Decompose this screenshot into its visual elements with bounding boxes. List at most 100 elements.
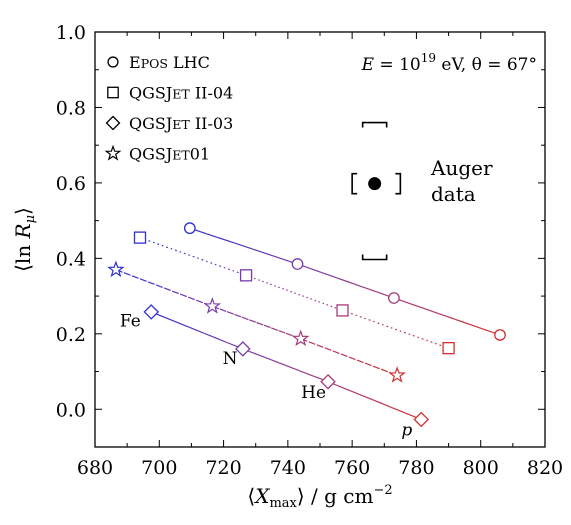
x-tick-label: 780 bbox=[398, 457, 434, 479]
series-line-segment bbox=[366, 396, 375, 402]
series-line-segment bbox=[286, 289, 295, 294]
legend: EPOS LHC QGSJET II-04 QGSJET II-03 QGSJET01 bbox=[104, 53, 233, 164]
series-line-segment bbox=[207, 233, 217, 238]
series-line-segment bbox=[361, 286, 371, 291]
data-point bbox=[442, 342, 455, 355]
series-line-segment bbox=[183, 252, 194, 258]
series-line-segment bbox=[335, 384, 344, 389]
y-axis-title: ⟨ln Rμ⟩ bbox=[11, 207, 38, 272]
series-line-segment bbox=[306, 372, 315, 377]
x-tick-label: 700 bbox=[141, 457, 177, 479]
series-circle bbox=[183, 222, 506, 341]
series-line-segment bbox=[364, 362, 374, 367]
series-line-segment bbox=[201, 259, 211, 264]
series-line-segment bbox=[270, 254, 280, 259]
series-line-segment bbox=[155, 284, 165, 289]
composition-label: Fe bbox=[120, 311, 141, 331]
series-line-segment bbox=[219, 265, 229, 270]
series-line-segment bbox=[212, 336, 221, 341]
data-point bbox=[107, 260, 125, 278]
auger-x-bracket-left bbox=[351, 172, 358, 195]
series-line-segment bbox=[204, 332, 213, 338]
series-line-segment bbox=[345, 280, 354, 285]
series-line-segment bbox=[285, 364, 293, 369]
legend-item: QGSJET01 bbox=[104, 145, 210, 164]
series-line-segment bbox=[420, 306, 430, 311]
auger-y-cap-bottom bbox=[361, 254, 388, 261]
auger-y-cap-top bbox=[361, 121, 388, 128]
series-line-segment bbox=[278, 286, 287, 291]
series-line-segment bbox=[329, 274, 338, 279]
series-line-segment bbox=[455, 318, 465, 324]
series-line-segment bbox=[278, 330, 287, 334]
series-layer bbox=[107, 222, 506, 428]
series-line-segment bbox=[318, 301, 327, 306]
series-line-segment bbox=[157, 243, 167, 248]
series-line-segment bbox=[234, 242, 244, 247]
data-point bbox=[291, 258, 304, 270]
series-line-segment bbox=[299, 370, 307, 375]
series-line-segment bbox=[380, 368, 390, 373]
series-line-segment bbox=[372, 365, 382, 370]
legend-label: QGSJET II-04 bbox=[129, 84, 233, 103]
series-line-segment bbox=[147, 281, 157, 286]
data-point bbox=[183, 222, 196, 235]
series-line-segment bbox=[226, 311, 235, 315]
legend-item: EPOS LHC bbox=[107, 53, 210, 72]
series-line-segment bbox=[313, 269, 322, 274]
series-line-segment bbox=[377, 291, 387, 296]
series-line-segment bbox=[271, 327, 279, 332]
x-tick-label: 740 bbox=[270, 457, 306, 479]
series-line-segment bbox=[326, 304, 335, 309]
legend-label: QGSJET II-03 bbox=[129, 114, 233, 133]
x-tick-label: 800 bbox=[463, 457, 499, 479]
series-line-segment bbox=[446, 315, 457, 321]
series-diamond bbox=[143, 304, 430, 428]
data-point bbox=[203, 297, 222, 314]
series-line-segment bbox=[353, 283, 362, 288]
data-point bbox=[388, 292, 400, 304]
composition-label: N bbox=[223, 349, 238, 369]
series-line-segment bbox=[189, 326, 198, 331]
y-tick-label: 0.8 bbox=[56, 97, 86, 119]
series-line-segment bbox=[377, 322, 387, 327]
legend-label: EPOS LHC bbox=[129, 53, 210, 72]
series-line-segment bbox=[308, 341, 317, 346]
y-tick-label: 0.0 bbox=[56, 399, 86, 421]
y-tick-label: 0.6 bbox=[56, 173, 86, 195]
series-line-segment bbox=[210, 262, 220, 267]
series-line-segment bbox=[139, 278, 149, 283]
legend-marker-square bbox=[107, 86, 119, 99]
series-line-segment bbox=[278, 362, 286, 366]
series-line-segment bbox=[253, 277, 263, 282]
legend-marker-circle bbox=[107, 56, 119, 68]
y-tick-label: 0.4 bbox=[56, 248, 86, 270]
y-tick-label: 0.2 bbox=[56, 324, 86, 346]
series-line-segment bbox=[464, 322, 474, 327]
series-line-segment bbox=[131, 275, 141, 280]
series-line-segment bbox=[359, 316, 370, 321]
series-line-segment bbox=[173, 320, 183, 325]
series-line-segment bbox=[292, 367, 300, 372]
series-line-segment bbox=[405, 412, 414, 417]
series-line-segment bbox=[397, 409, 406, 414]
series-line-segment bbox=[348, 356, 358, 361]
data-point bbox=[235, 341, 251, 357]
legend-marker-diamond bbox=[105, 115, 121, 131]
series-line-segment bbox=[334, 306, 343, 311]
data-point bbox=[143, 304, 160, 320]
series-line-segment bbox=[351, 390, 360, 395]
series-line-segment bbox=[171, 290, 181, 295]
series-line-segment bbox=[256, 353, 265, 358]
series-line-segment bbox=[358, 393, 368, 399]
series-line-segment bbox=[243, 245, 253, 250]
x-axis-title: ⟨Xmax⟩ / g cm−2 bbox=[247, 483, 392, 511]
data-point bbox=[413, 411, 430, 428]
energy-angle-annotation: E = 1019 eV, θ = 67° bbox=[361, 51, 537, 75]
series-line-segment bbox=[179, 293, 189, 298]
series-line-segment bbox=[219, 339, 228, 344]
series-line-segment bbox=[310, 298, 319, 303]
series-line-segment bbox=[356, 359, 366, 364]
series-line-segment bbox=[332, 350, 342, 355]
